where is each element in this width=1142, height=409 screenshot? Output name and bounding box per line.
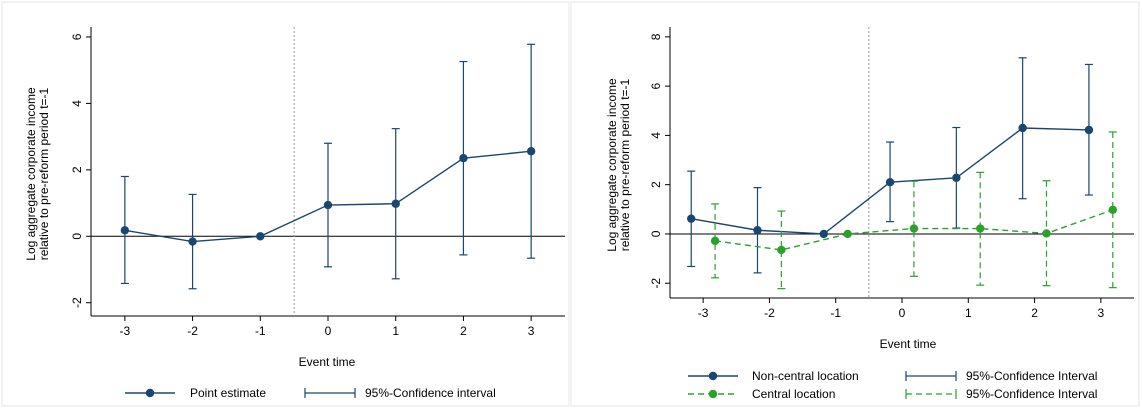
right-chart-panel: -2 0 2 4 6 8 -3 -2 -1 0 1 2 3 Event time Log aggrega… xyxy=(570,1,1140,407)
left-x-tick-label: -2 xyxy=(187,324,198,338)
left-x-tick-label: 3 xyxy=(528,324,535,338)
legend-central-marker xyxy=(708,389,718,399)
legend-point-estimate-label: Point estimate xyxy=(190,386,266,400)
right-series-1-point xyxy=(909,224,919,233)
left-y-axis-title-line1: Log aggregate corporate income xyxy=(24,87,38,261)
left-series-0-point xyxy=(188,237,197,246)
left-y-tick-label: 2 xyxy=(70,166,84,173)
left-y-tick-label: -2 xyxy=(70,297,84,308)
legend-noncentral-marker xyxy=(708,371,718,381)
right-series-0-point xyxy=(885,178,895,187)
left-y-axis-title-line2: relative to pre-reform period t=-1 xyxy=(37,87,51,260)
right-x-tick-label: 1 xyxy=(965,306,972,320)
legend-noncentral-ci-label: 95%-Confidence Interval xyxy=(966,369,1097,383)
right-y-tick-label: 0 xyxy=(649,230,663,237)
right-y-tick-label: 4 xyxy=(649,132,663,139)
legend-point-estimate-marker xyxy=(145,388,155,398)
right-x-axis-title: Event time xyxy=(880,337,937,351)
left-x-tick-label: -1 xyxy=(255,324,266,338)
right-y-axis-title-line1: Log aggregate corporate income xyxy=(605,78,619,252)
left-series-0-point xyxy=(459,154,468,163)
right-y-tick-label: 6 xyxy=(649,82,663,89)
right-series-1-point xyxy=(843,229,852,239)
right-series-1-point xyxy=(976,224,985,233)
left-y-tick-label: 4 xyxy=(70,100,84,107)
left-legend: Point estimate 95%-Confidence interval xyxy=(125,386,496,400)
right-series-0-point xyxy=(1018,123,1027,133)
right-x-tick-label: 3 xyxy=(1098,306,1105,320)
right-series-0-point xyxy=(952,173,961,182)
left-series-0-point xyxy=(256,232,265,241)
left-x-axis-title: Event time xyxy=(299,355,356,369)
right-series-0-point xyxy=(819,229,828,239)
right-series-1-point xyxy=(777,245,786,255)
right-legend: Non-central location 95%-Confidence Inte… xyxy=(688,369,1097,401)
left-x-tick-label: 0 xyxy=(325,324,332,338)
left-series-0-point xyxy=(120,226,130,235)
right-series-1-point xyxy=(1108,205,1117,215)
right-y-tick-label: -2 xyxy=(649,278,663,289)
right-y-tick-label: 2 xyxy=(649,181,663,188)
left-x-tick-label: 1 xyxy=(392,324,399,338)
left-x-tick-label: -3 xyxy=(120,324,131,338)
left-panel-border xyxy=(1,1,570,407)
legend-central-label: Central location xyxy=(752,387,835,401)
left-series-0-point xyxy=(526,147,536,156)
right-x-tick-label: 0 xyxy=(899,306,906,320)
left-y-tick-label: 6 xyxy=(70,33,84,40)
right-series-1-point xyxy=(710,236,720,246)
legend-central-ci-label: 95%-Confidence Interval xyxy=(966,387,1097,401)
right-y-tick-label: 8 xyxy=(649,33,663,40)
left-plot-area: -2 0 2 4 6 -3 -2 -1 0 1 2 3 xyxy=(70,27,565,338)
left-chart-panel: -2 0 2 4 6 -3 -2 -1 0 1 2 3 Event time Log aggregat… xyxy=(1,1,570,407)
left-x-tick-label: 2 xyxy=(460,324,467,338)
right-x-tick-label: -2 xyxy=(764,306,775,320)
legend-ci-label: 95%-Confidence interval xyxy=(365,386,496,400)
left-series-0-point xyxy=(391,199,400,208)
right-x-tick-label: 2 xyxy=(1031,306,1038,320)
right-plot-area: -2 0 2 4 6 8 -3 -2 -1 0 1 2 3 xyxy=(649,27,1134,320)
left-series-0-point xyxy=(323,200,333,210)
right-x-tick-label: -1 xyxy=(830,306,841,320)
right-y-axis-title-line2: relative to pre-reform period t=-1 xyxy=(618,78,632,251)
right-series-1-point xyxy=(1042,229,1051,238)
right-series-0-point xyxy=(687,214,696,223)
right-series-0-point xyxy=(1084,125,1094,135)
right-x-tick-label: -3 xyxy=(698,306,709,320)
right-series-0-point xyxy=(753,226,762,235)
left-y-tick-label: 0 xyxy=(70,233,84,240)
right-panel-border xyxy=(570,1,1140,407)
legend-noncentral-label: Non-central location xyxy=(752,369,859,383)
